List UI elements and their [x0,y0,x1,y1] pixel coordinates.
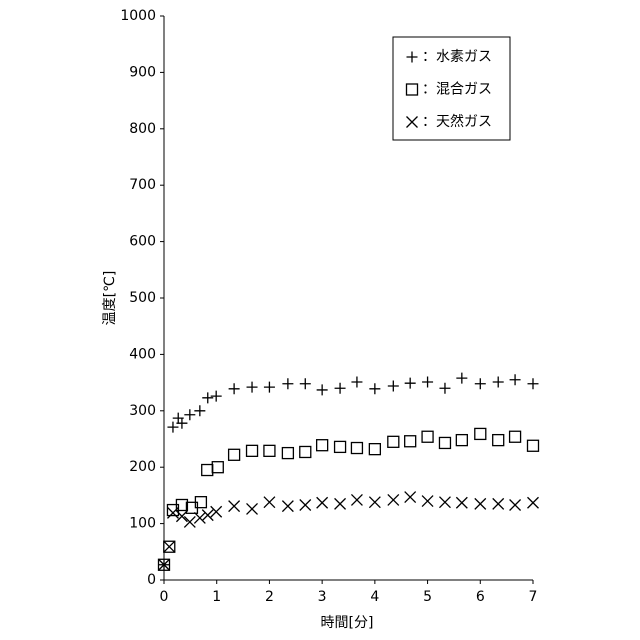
point [317,440,328,451]
point [493,435,504,446]
point [493,498,504,509]
point [300,446,311,457]
point [335,383,346,394]
y-axis-label: 温度[℃] [102,271,118,326]
point [229,383,240,394]
point [528,378,539,389]
y-tick-label: 100 [129,516,156,532]
point [475,428,486,439]
point [405,378,416,389]
point [229,449,240,460]
point [194,512,205,523]
x-tick-label: 3 [318,589,327,605]
y-tick-label: 1000 [120,8,156,24]
point [351,443,362,454]
point [510,431,521,442]
y-tick-label: 500 [129,290,156,306]
point [264,445,275,456]
chart: 時間[分] 温度[℃] 0 100 200 300 400 500 600 700 800 900… [0,0,640,640]
point [351,494,362,505]
point [176,511,187,522]
point [510,374,521,385]
y-tick-label: 800 [129,121,156,137]
point [388,494,399,505]
point [247,503,258,514]
x-tick-label: 1 [212,589,221,605]
point [211,391,222,402]
point [335,441,346,452]
y-tick-label: 200 [129,459,156,475]
point [388,436,399,447]
point [456,435,467,446]
point [211,506,222,517]
point [212,462,223,473]
point [247,382,258,393]
point [300,499,311,510]
point [264,382,275,393]
point [317,384,328,395]
point [422,496,433,507]
x-axis-label: 時間[分] [321,615,374,631]
point [282,501,293,512]
point [528,497,539,508]
y-tick-label: 600 [129,234,156,250]
x-tick-label: 4 [370,589,379,605]
point [439,437,450,448]
legend-label: ：天然ガス [422,113,492,130]
point [229,501,240,512]
point [369,497,380,508]
x-tick-label: 0 [160,589,169,605]
point [422,377,433,388]
point [202,465,213,476]
point [282,378,293,389]
point [317,497,328,508]
point [475,498,486,509]
point [202,510,213,521]
point [164,541,175,552]
legend-label: ：水素ガス [422,49,492,65]
point [282,448,293,459]
point [528,440,539,451]
point [264,497,275,508]
point [184,409,195,420]
y-tick-label: 0 [147,572,156,588]
legend-label: ：混合ガス [422,82,492,98]
point [300,378,311,389]
point [167,507,178,518]
point [247,445,258,456]
point [405,492,416,503]
point [405,436,416,447]
point [369,383,380,394]
x-tick-label: 6 [476,589,485,605]
point [369,444,380,455]
page: 時間[分] 温度[℃] 0 100 200 300 400 500 600 700 800 900… [0,0,640,640]
point [510,499,521,510]
x-tick-label: 5 [423,589,432,605]
point [456,497,467,508]
point [456,373,467,384]
point [202,392,213,403]
point [335,498,346,509]
y-tick-label: 900 [129,64,156,80]
point [388,380,399,391]
point [351,377,362,388]
x-tick-label: 7 [529,589,538,605]
point [184,516,195,527]
y-tick-label: 700 [129,177,156,193]
point [439,383,450,394]
point [493,377,504,388]
y-tick-label: 300 [129,403,156,419]
y-tick-label: 400 [129,346,156,362]
point [194,405,205,416]
point [422,431,433,442]
point [439,497,450,508]
x-tick-label: 2 [265,589,274,605]
point [475,378,486,389]
